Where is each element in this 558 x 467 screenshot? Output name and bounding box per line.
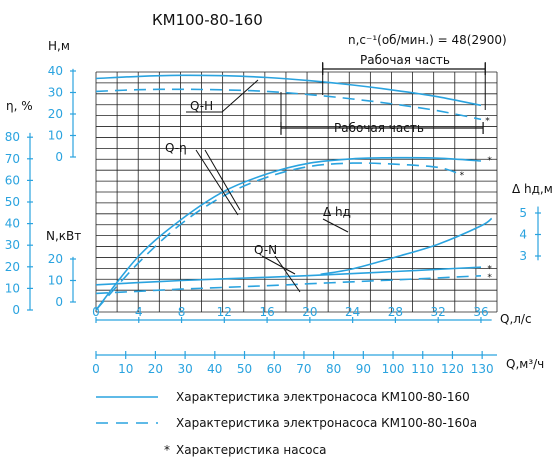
- x-axis-m3h-tick-label: 110: [411, 362, 434, 376]
- chart-title: КМ100-80-160: [152, 11, 263, 29]
- y-axis-label-dh: Δ hд,м: [512, 182, 553, 196]
- y-axis-dh-tick-label: 5: [519, 206, 527, 220]
- legend-label-dashed: Характеристика электронасоса КМ100-80-16…: [176, 416, 477, 430]
- x-axis-m3h-tick-label: 120: [441, 362, 464, 376]
- legend-label-point: Характеристика насоса: [176, 443, 326, 457]
- annotation-leader: [261, 255, 296, 275]
- working-range-label-upper: Рабочая часть: [360, 53, 450, 67]
- chart-legend: Характеристика электронасоса КМ100-80-16…: [96, 390, 477, 457]
- pump-point-marker: *: [485, 116, 490, 126]
- pump-point-marker: *: [487, 273, 492, 283]
- x-axis-ls-tick-label: 0: [92, 305, 100, 319]
- annotation-leader: [274, 255, 301, 293]
- x-axis-label-m3h: Q,м³/ч: [506, 357, 544, 371]
- series-H-dashed: [95, 88, 482, 121]
- x-axis-ls-tick-label: 20: [302, 305, 317, 319]
- legend-label-solid: Характеристика электронасоса КМ100-80-16…: [176, 390, 470, 404]
- y-axis-h-tick-label: 30: [48, 86, 63, 100]
- y-axis-h-tick-label: 10: [48, 129, 63, 143]
- x-axis-m3h-tick-label: 10: [118, 362, 133, 376]
- y-axis-dh-tick-label: 4: [519, 228, 527, 242]
- annotation-leader: [204, 149, 241, 211]
- x-axis-m3h-tick-label: 60: [267, 362, 282, 376]
- x-axis-ls-tick-label: 8: [178, 305, 186, 319]
- y-axis-eta-tick-label: 70: [5, 152, 20, 166]
- x-axis-m3h-tick-label: 100: [382, 362, 405, 376]
- y-axis-eta-tick-label: 0: [12, 303, 20, 317]
- x-axis-ls-tick-label: 4: [135, 305, 143, 319]
- y-axis-h-tick-label: 0: [55, 150, 63, 164]
- x-axis-ls-tick-label: 24: [345, 305, 360, 319]
- annotation-leader: [195, 149, 239, 216]
- x-axis-ls-tick-label: 12: [217, 305, 232, 319]
- pump-point-marker: *: [487, 156, 492, 166]
- series-N-dashed: [95, 275, 482, 295]
- annotation-q-eta: Q-η: [165, 141, 187, 155]
- speed-label: n,c⁻¹(об/мин.) = 48(2900): [348, 33, 507, 47]
- pump-point-marker: *: [460, 171, 465, 181]
- x-axis-m3h-tick-label: 70: [296, 362, 311, 376]
- y-axis-eta-tick-label: 60: [5, 173, 20, 187]
- y-axis-label-n: N,кВт: [46, 229, 81, 243]
- x-axis-m3h-tick-label: 0: [92, 362, 100, 376]
- y-axis-h-tick-label: 20: [48, 107, 63, 121]
- x-axis-ls-tick-label: 16: [259, 305, 274, 319]
- x-axis-m3h-tick-label: 130: [471, 362, 494, 376]
- y-axis-n-tick-label: 10: [48, 274, 63, 288]
- x-axis-ls-tick-label: 32: [431, 305, 446, 319]
- y-axis-eta-tick-label: 50: [5, 195, 20, 209]
- y-axis-n-tick-label: 20: [48, 252, 63, 266]
- pump-point-marker: *: [487, 265, 492, 275]
- x-axis-m3h-tick-label: 20: [148, 362, 163, 376]
- y-axis-eta-tick-label: 10: [5, 281, 20, 295]
- annotation-leader: [322, 218, 349, 233]
- x-axis-m3h-tick-label: 90: [356, 362, 371, 376]
- y-axis-h-tick-label: 40: [48, 64, 63, 78]
- y-axis-dh-tick-label: 3: [519, 249, 527, 263]
- series-dh-solid: [320, 217, 493, 276]
- x-axis-ls-tick-label: 36: [473, 305, 488, 319]
- y-axis-eta-tick-label: 40: [5, 217, 20, 231]
- y-axis-eta-tick-label: 30: [5, 238, 20, 252]
- x-axis-ls-tick-label: 28: [388, 305, 403, 319]
- series-eta-dashed: [95, 162, 460, 311]
- annotation-qh: Q-H: [190, 99, 213, 113]
- y-axis-n-tick-label: 0: [55, 295, 63, 309]
- working-range-label-lower: Рабочая часть: [334, 121, 424, 135]
- x-axis-m3h-tick-label: 80: [326, 362, 341, 376]
- series-H-solid: [95, 74, 482, 107]
- x-axis-m3h-tick-label: 30: [177, 362, 192, 376]
- y-axis-eta-tick-label: 80: [5, 130, 20, 144]
- x-axis-label-ls: Q,л/с: [500, 312, 532, 326]
- annotation-leader: [186, 79, 259, 113]
- series-eta-solid: [95, 156, 482, 311]
- y-axis-eta-tick-label: 20: [5, 260, 20, 274]
- chart-curves: *****: [95, 62, 493, 311]
- y-axis-label-eta: η, %: [6, 99, 33, 113]
- annotation-delta-h: Δ hд: [323, 205, 351, 219]
- annotation-qn: Q-N: [254, 243, 277, 257]
- x-axis-m3h-tick-label: 50: [237, 362, 252, 376]
- series-N-solid: [95, 266, 482, 286]
- y-axis-label-h: H,м: [48, 39, 70, 53]
- legend-point-marker: *: [164, 443, 170, 457]
- x-axis-m3h-tick-label: 40: [207, 362, 222, 376]
